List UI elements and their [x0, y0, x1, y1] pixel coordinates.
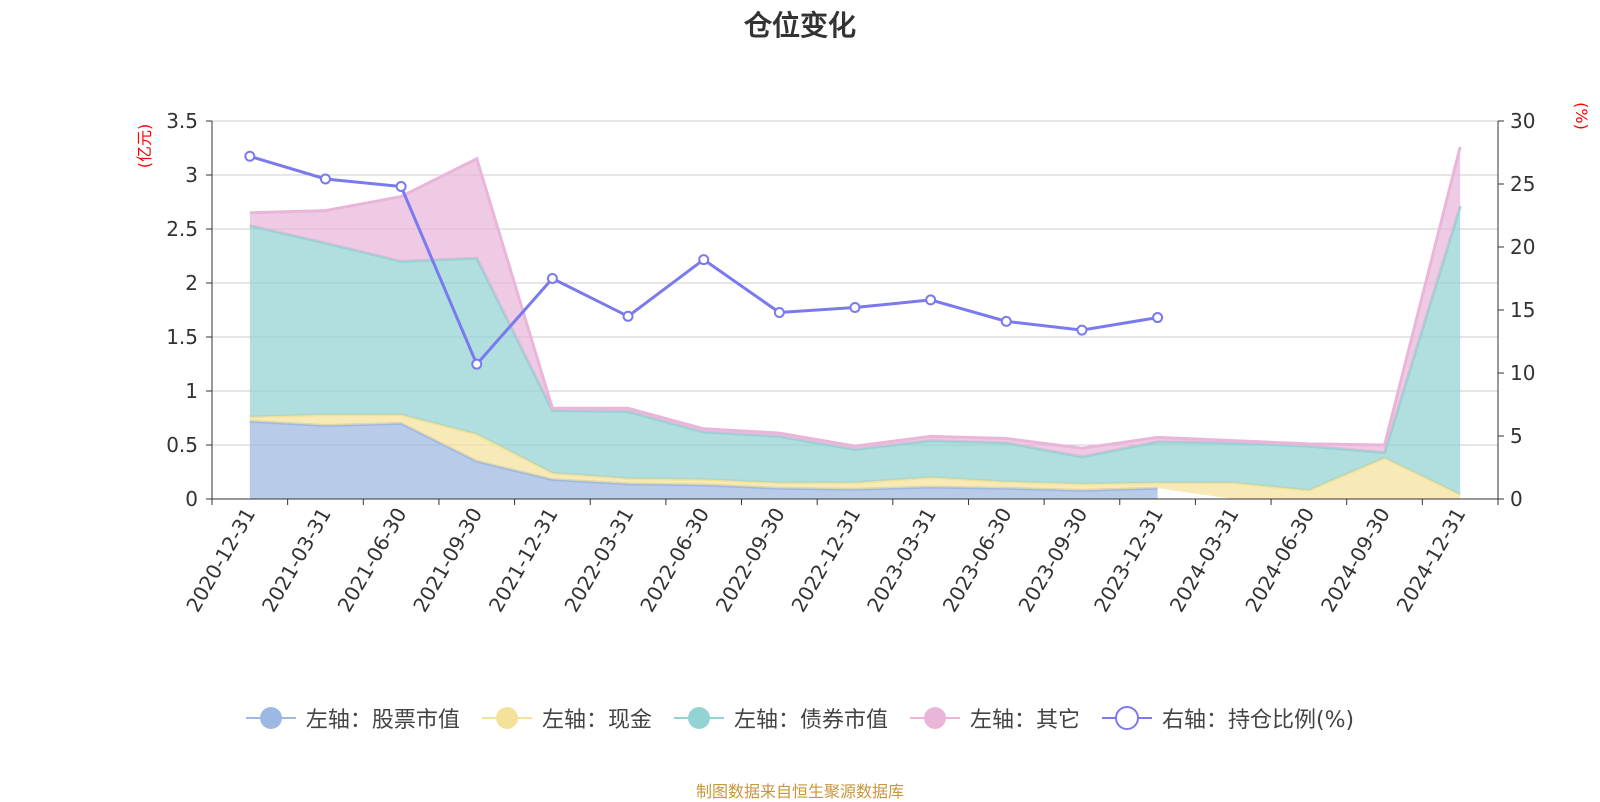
left-axis-tick-label: 0.5: [166, 433, 198, 457]
line-point: [849, 301, 861, 313]
x-axis-tick-label: 2021-12-31: [484, 504, 563, 617]
x-axis-tick-label: 2023-06-30: [938, 504, 1017, 617]
left-axis-tick-label: 3: [185, 163, 198, 187]
line-point: [1000, 315, 1012, 327]
area-左轴：股票市值: [249, 421, 1158, 499]
right-axis-tick-label: 15: [1510, 298, 1535, 322]
right-axis-tick-label: 10: [1510, 361, 1535, 385]
legend-item[interactable]: 左轴：股票市值: [245, 702, 460, 734]
x-axis-tick-label: 2023-09-30: [1013, 504, 1092, 617]
line-point: [395, 181, 407, 193]
x-axis-tick-label: 2022-09-30: [711, 504, 790, 617]
area-左轴：现金: [249, 414, 1461, 499]
data-source-note: 制图数据来自恒生聚源数据库: [695, 782, 904, 801]
legend-label: 右轴：持仓比例(%): [1161, 708, 1355, 733]
legend-swatch-filled-icon: [481, 707, 532, 729]
line-point: [622, 310, 634, 322]
x-axis-tick-label: 2022-03-31: [559, 504, 638, 617]
legend-swatch-circle-icon: [1101, 706, 1152, 730]
left-axis-tick-label: 2: [185, 271, 198, 295]
legend-item[interactable]: 右轴：持仓比例(%): [1101, 702, 1355, 734]
x-axis-tick-label: 2021-09-30: [408, 504, 487, 617]
legend-label: 左轴：其它: [969, 708, 1080, 733]
x-axis-tick-label: 2020-12-31: [181, 504, 260, 617]
right-axis-tick-label: 25: [1510, 172, 1535, 196]
line-point: [925, 294, 937, 306]
legend-swatch-filled-icon: [245, 707, 296, 729]
line-point: [773, 307, 785, 319]
chart-legend: 左轴：股票市值 左轴：现金 左轴：债券市值 左轴：其它 右轴：持仓比例(%): [0, 702, 1600, 734]
x-axis-tick-label: 2024-12-31: [1392, 504, 1471, 617]
right-axis-tick-label: 5: [1510, 424, 1523, 448]
left-axis-tick-label: 1.5: [166, 325, 198, 349]
left-axis-tick-label: 2.5: [166, 217, 198, 241]
left-axis-tick-label: 0: [185, 487, 198, 511]
area-edge-左轴：其它: [249, 146, 1462, 450]
legend-item[interactable]: 左轴：其它: [909, 702, 1080, 734]
x-axis-tick-label: 2021-03-31: [257, 504, 336, 617]
area-左轴：债券市值: [249, 206, 1461, 495]
legend-swatch-filled-icon: [673, 707, 724, 729]
left-axis-unit: (亿元): [135, 124, 154, 169]
x-axis-tick-label: 2022-12-31: [786, 504, 865, 617]
legend-label: 左轴：债券市值: [733, 708, 888, 733]
legend-item[interactable]: 左轴：债券市值: [673, 702, 888, 734]
line-point: [1152, 312, 1164, 324]
right-axis-tick-label: 20: [1510, 235, 1535, 259]
x-axis-tick-label: 2022-06-30: [635, 504, 714, 617]
line-point: [1076, 324, 1088, 336]
legend-label: 左轴：现金: [541, 708, 652, 733]
x-axis-tick-label: 2023-03-31: [862, 503, 941, 616]
line-point: [698, 254, 710, 266]
chart-title: 仓位变化: [743, 9, 856, 42]
right-axis-tick-label: 0: [1510, 487, 1523, 511]
line-point: [471, 358, 483, 370]
line-point: [319, 173, 331, 185]
line-point: [244, 150, 256, 162]
left-axis-tick-label: 1: [185, 379, 198, 403]
x-axis-tick-label: 2021-06-30: [333, 504, 412, 617]
legend-swatch-filled-icon: [909, 707, 960, 729]
right-axis-unit: (%): [1572, 102, 1591, 130]
x-axis-tick-label: 2023-12-31: [1089, 504, 1168, 617]
x-axis-tick-label: 2024-09-30: [1316, 504, 1395, 617]
x-axis-tick-label: 2024-03-31: [1165, 504, 1244, 617]
line-point: [546, 273, 558, 284]
x-axis-tick-label: 2024-06-30: [1240, 504, 1319, 617]
legend-label: 左轴：股票市值: [305, 708, 460, 733]
legend-item[interactable]: 左轴：现金: [481, 702, 652, 734]
left-axis-tick-label: 3.5: [166, 109, 198, 133]
right-axis-tick-label: 30: [1510, 109, 1535, 133]
